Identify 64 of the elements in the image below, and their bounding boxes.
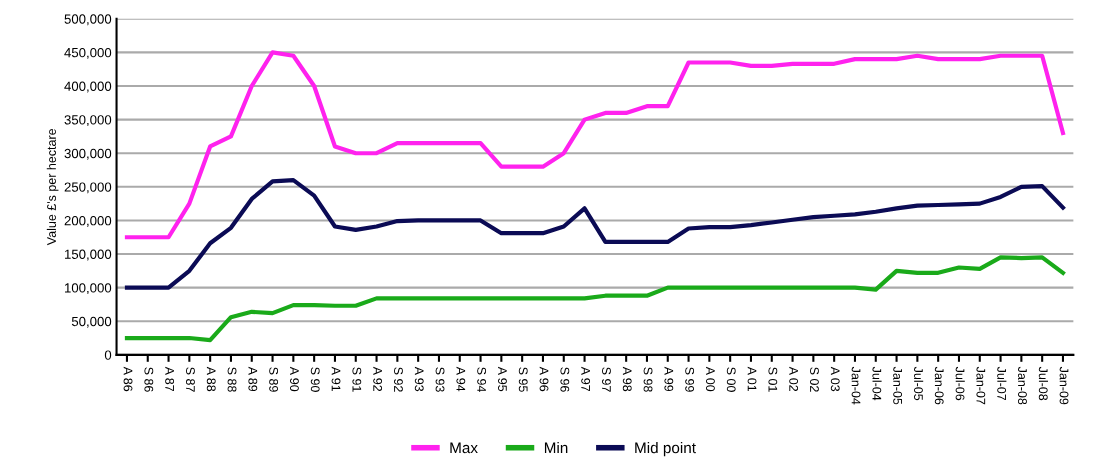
legend-label: Max [450,442,478,454]
y-tick-label: 200,000 [64,216,112,227]
y-tick-label: 300,000 [64,148,112,160]
x-tick-label: Jul-04 [872,366,882,401]
y-axis-title: Value £'s per hectare [46,128,59,246]
x-tick-label: S 98 [643,367,653,392]
y-tick-label: 50,000 [71,316,112,328]
y-tick-label: 450,000 [64,47,112,59]
x-tick-label: Jan-07 [976,366,986,405]
legend-label: Mid point [635,442,696,457]
x-tick-label: A 96 [539,366,549,392]
legend-label: Min [544,442,568,454]
x-tick-label: Jan-05 [893,366,903,405]
x-tick-label: A 95 [498,366,507,392]
x-tick-label: S 86 [144,367,154,392]
x-tick-label: A 99 [664,366,674,392]
y-tick-label: 350,000 [64,115,112,127]
x-tick-label: A 89 [248,366,258,392]
x-tick-label: A 97 [581,366,591,392]
x-tick-label: S 96 [560,367,570,392]
x-tick-label: A 93 [414,366,424,392]
x-tick-label: S 87 [186,367,195,392]
x-tick-label: Jul-07 [997,366,1007,401]
line-series [124,255,1066,343]
x-tick-label: S 89 [269,367,279,392]
x-tick-label: S 00 [726,367,736,392]
x-tick-label: S 88 [227,367,237,392]
x-tick-label: S 02 [810,367,819,392]
x-tick-label: Jul-06 [955,366,965,401]
x-tick-label: S 95 [518,367,528,392]
x-tick-label: A 01 [747,366,757,392]
x-tick-label: S 91 [352,367,362,392]
x-tick-label: A 91 [331,366,341,392]
y-tick-label: 150,000 [65,249,112,261]
x-tick-label: A 03 [830,366,840,392]
x-tick-label: A 02 [789,366,799,392]
x-tick-label: S 94 [477,367,487,392]
x-tick-label: A 90 [290,366,299,392]
y-tick-label: 250,000 [64,182,112,194]
x-tick-label: Jan-06 [934,366,944,405]
x-tick-label: A 98 [622,366,632,392]
x-tick-label: S 01 [768,367,778,392]
x-tick-label: A 87 [165,366,175,392]
x-tick-label: S 92 [394,367,403,392]
x-tick-label: Jan-09 [1059,366,1069,405]
line-series [124,50,1066,240]
x-tick-label: A 88 [206,366,216,392]
x-tick-label: A 00 [706,366,715,392]
y-tick-label: 400,000 [64,81,112,93]
y-tick-label: 500,000 [64,14,112,26]
y-tick-label: 0 [104,350,112,360]
x-tick-label: Jan-04 [851,366,861,405]
x-tick-label: S 99 [685,367,695,392]
x-tick-label: S 90 [310,367,320,392]
x-tick-label: S 93 [435,367,445,392]
x-tick-label: A 86 [123,366,133,392]
x-tick-label: S 97 [602,367,611,392]
x-tick-label: Jul-05 [914,366,924,401]
x-tick-label: A 94 [456,366,466,392]
x-tick-label: A 92 [373,366,383,392]
y-tick-label: 100,000 [65,283,112,295]
x-tick-label: Jan-08 [1018,366,1027,405]
line-series [124,178,1066,290]
x-tick-label: Jul-08 [1038,366,1048,401]
